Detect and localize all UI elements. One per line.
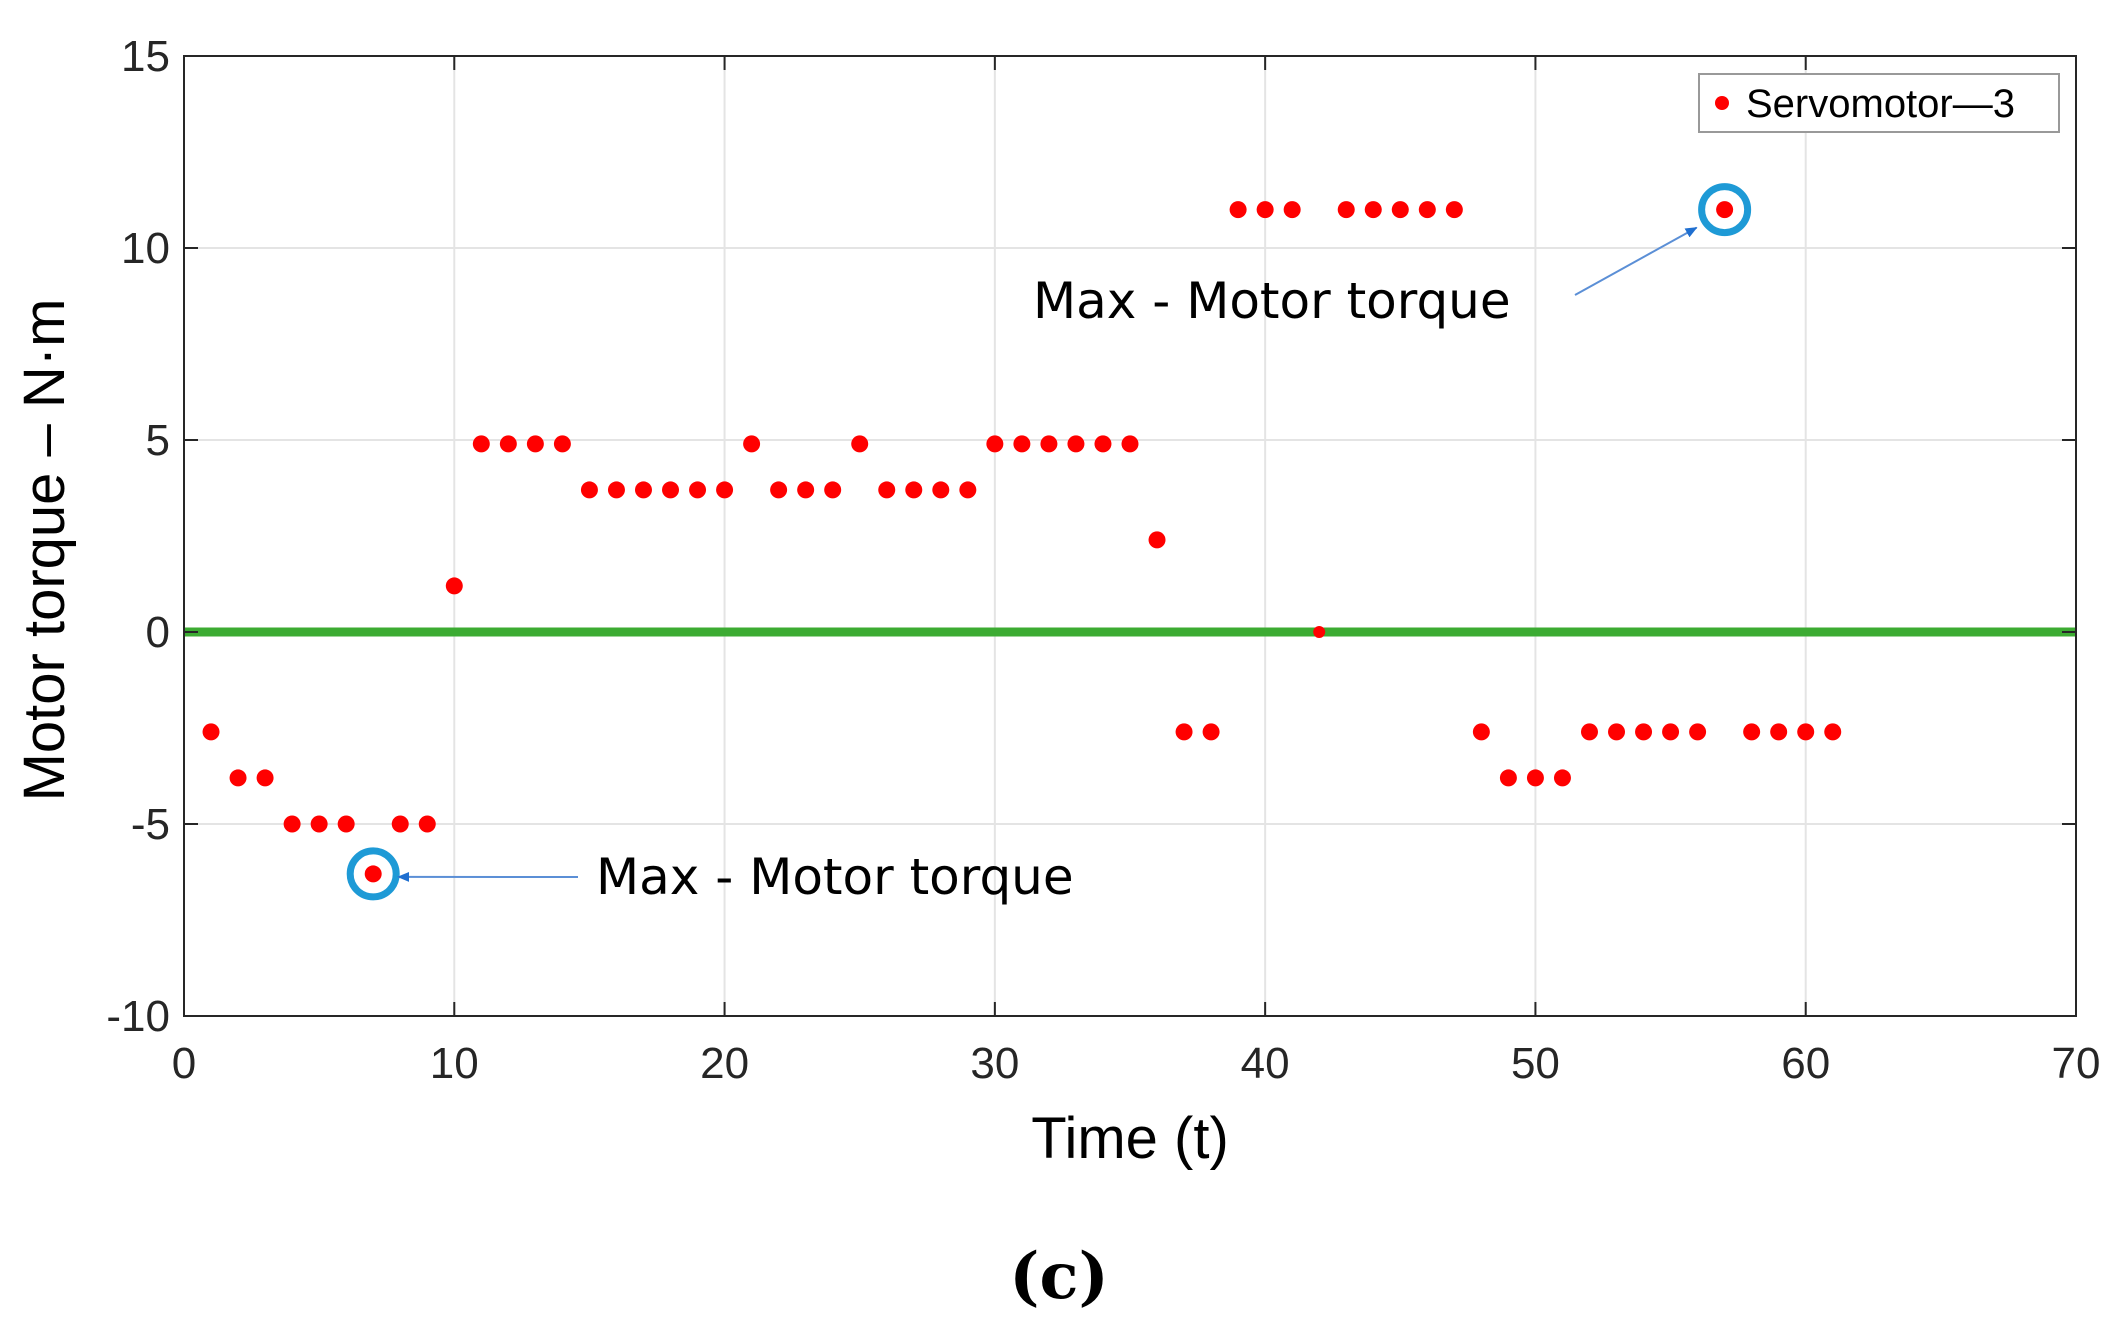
y-tick-label: 5 [146,416,170,465]
y-tick-label: 0 [146,608,170,657]
annotations: Max - Motor torque Max - Motor torque [397,226,1698,906]
data-point [1770,723,1788,741]
data-point [1635,723,1653,741]
data-point [1256,201,1274,219]
data-point [202,723,220,741]
data-point [1040,435,1058,453]
data-point [1472,723,1490,741]
data-point [743,435,761,453]
legend-marker [1715,96,1729,110]
x-tick-label: 50 [1511,1039,1560,1088]
data-point [580,481,598,499]
y-tick-label: 10 [121,224,170,273]
data-point [1229,201,1247,219]
data-point [1013,435,1031,453]
y-tick-labels: -10 -5 0 5 10 15 [106,32,170,1041]
data-point [418,815,436,833]
x-axis-label: Time (t) [1031,1106,1229,1171]
y-tick-label: -10 [106,992,170,1041]
highlights [346,183,1752,901]
data-point [1175,723,1193,741]
data-point [716,481,734,499]
data-point [1824,723,1842,741]
data-point [959,481,977,499]
panel-label: (c) [1009,1239,1109,1314]
data-point [526,435,544,453]
legend-label: Servomotor—3 [1746,82,2015,126]
data-point [986,435,1004,453]
series-points [202,201,1842,883]
data-point [1797,723,1815,741]
axes-frame [183,55,2077,1017]
x-tick-label: 40 [1241,1039,1290,1088]
data-point [1608,723,1626,741]
y-axis-label: Motor torque – N·m [12,299,77,802]
data-point [770,481,788,499]
data-point [364,865,382,883]
data-point [229,769,247,787]
data-point [1067,435,1085,453]
data-point [1283,201,1301,219]
data-point [1716,201,1734,219]
y-tick-label: 15 [121,32,170,81]
data-point [824,481,842,499]
axes [183,55,2077,1017]
data-point [905,481,923,499]
data-point [878,481,896,499]
data-point [1391,201,1409,219]
data-point [1662,723,1680,741]
data-point [553,435,571,453]
legend-box [1698,73,2060,133]
x-tick-label: 60 [1781,1039,1830,1088]
data-point [1743,723,1761,741]
data-point [662,481,680,499]
data-point [1148,531,1166,549]
data-point [472,435,490,453]
data-point [445,577,463,595]
legend: Servomotor—3 [1698,73,2060,133]
data-point [1337,201,1355,219]
data-point [1313,626,1326,638]
data-point [689,481,707,499]
data-point [499,435,517,453]
x-tick-label: 70 [2052,1039,2101,1088]
data-point [1364,201,1382,219]
data-point [1094,435,1112,453]
data-point [310,815,328,833]
highlight-ring [346,847,400,901]
annotation-text-min: Max - Motor torque [596,848,1074,906]
data-point [797,481,815,499]
data-point [851,435,869,453]
data-point [1445,201,1463,219]
data-point [256,769,274,787]
annotation-text-max: Max - Motor torque [1033,272,1511,330]
data-point [1580,723,1598,741]
data-point [634,481,652,499]
data-point [1202,723,1220,741]
data-point [932,481,950,499]
data-point [1121,435,1139,453]
data-point [1526,769,1544,787]
data-point [1499,769,1517,787]
x-tick-label: 30 [970,1039,1019,1088]
data-point [1689,723,1707,741]
highlight-ring [1698,183,1752,237]
x-tick-label: 0 [172,1039,196,1088]
data-point [1553,769,1571,787]
data-point [391,815,409,833]
data-point [283,815,301,833]
data-point [1418,201,1436,219]
x-tick-labels: 0 10 20 30 40 50 60 70 [172,1039,2101,1088]
x-tick-label: 10 [430,1039,479,1088]
x-tick-label: 20 [700,1039,749,1088]
y-tick-label: -5 [131,800,170,849]
data-point [607,481,625,499]
plot-background [184,56,2076,1016]
data-point [337,815,355,833]
annotation-arrow-max [1574,226,1698,296]
